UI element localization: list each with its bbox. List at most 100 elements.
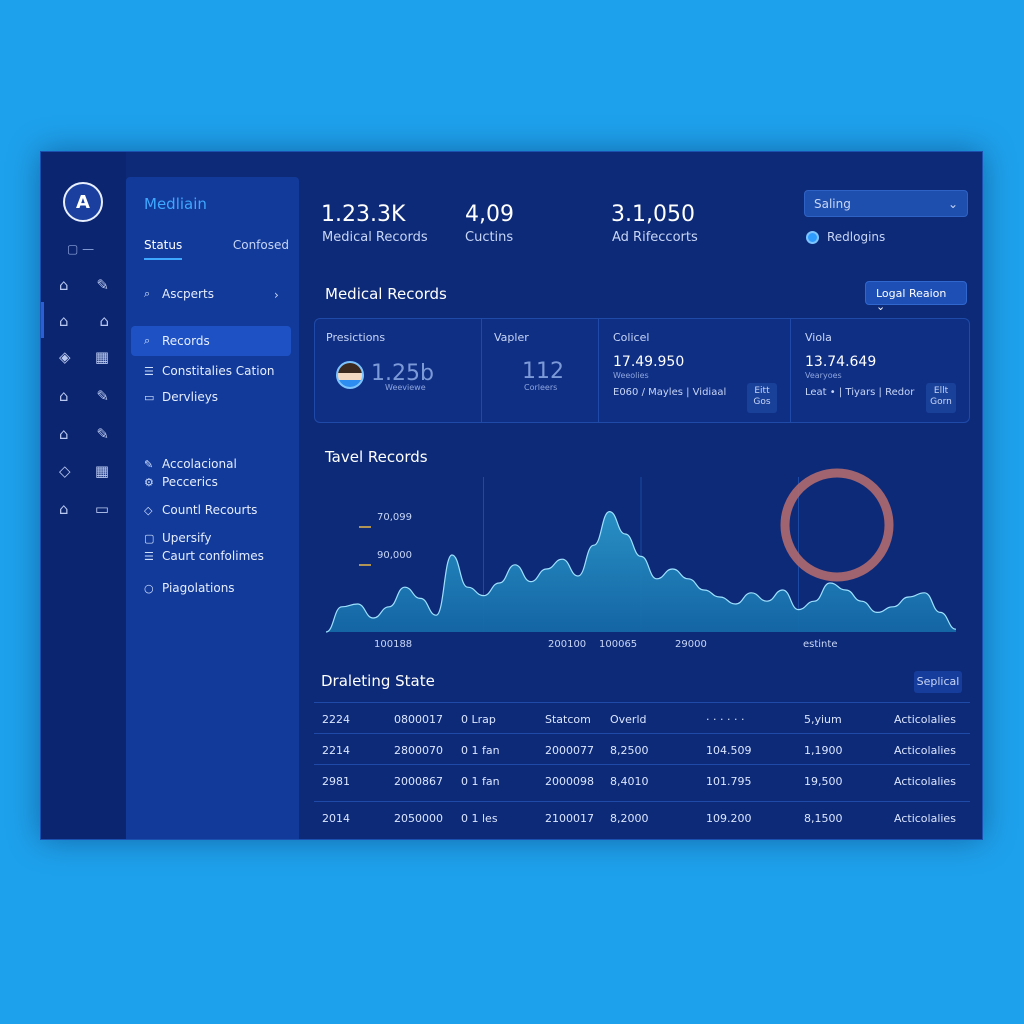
table-row[interactable]: 2014 2050000 0 1 les 2100017 8,2000 109.200 8,… (314, 801, 970, 832)
sidebar-item-label: Peccerics (162, 475, 218, 489)
dashboard-window: A ▢ — ⌂ ✎ ⌂ ⌂ ◈ ▦ ⌂ ✎ ⌂ ✎ ◇ ▦ ⌂ ▭ Medliain Stat… (40, 151, 983, 840)
edit-icon[interactable]: ✎ (96, 276, 109, 294)
table-cell: 101.795 (706, 775, 752, 788)
sidebar-item-piagolations[interactable]: ○ Piagolations (144, 581, 235, 595)
shield-icon[interactable]: ◇ (59, 462, 71, 480)
table-cell: Overld (610, 713, 647, 726)
edit-icon[interactable]: ✎ (96, 387, 109, 405)
sidebar-item-label: Ascperts (162, 287, 214, 301)
radio-button[interactable] (806, 231, 819, 244)
stat-label: Medical Records (322, 230, 428, 245)
card-icon: ▭ (144, 390, 155, 404)
avatar (336, 361, 364, 389)
table-cell: Acticolalies (894, 744, 956, 757)
stat-value: 4,09 (465, 202, 514, 227)
edit-icon[interactable]: ✎ (96, 425, 109, 443)
table-cell: 2800070 (394, 744, 443, 757)
y-tick-label: 70,099 (377, 512, 412, 523)
card-presictions: Presictions 1.25b Weeviewe (315, 319, 482, 422)
chevron-down-icon: ⌄ (947, 197, 958, 211)
table-row[interactable]: 2214 2800070 0 1 fan 2000077 8,2500 104.509 1,… (314, 733, 970, 764)
home-icon[interactable]: ⌂ (59, 312, 69, 330)
home-icon[interactable]: ⌂ (59, 276, 69, 294)
table-section-title: Draleting State (321, 672, 435, 690)
card-edit-button[interactable]: Eitt Gos (747, 383, 777, 413)
sidebar-item-dervlieys[interactable]: ▭ Dervlieys (144, 390, 218, 404)
area-series-line (325, 510, 957, 633)
table-cell: 8,2000 (610, 812, 649, 825)
card-title: Presictions (326, 331, 386, 344)
region-dropdown-button[interactable]: Logal Reaion ⌄ (865, 281, 967, 313)
table-action-button[interactable]: Seplical (914, 671, 962, 693)
filter-select[interactable]: Saling ⌄ (804, 190, 968, 217)
sidebar-item-upersify[interactable]: ▢ Upersify (144, 531, 211, 545)
home-icon[interactable]: ⌂ (59, 500, 69, 518)
x-tick-label: estinte (803, 639, 838, 650)
table-cell: 2000098 (545, 775, 594, 788)
chart-section-title: Tavel Records (325, 448, 428, 466)
tab-status[interactable]: Status (144, 238, 183, 260)
table-cell: 0 Lrap (461, 713, 496, 726)
rail-row: ⌂ ⌂ (59, 312, 109, 330)
table-cell: 2224 (322, 713, 350, 726)
rail-row: ⌂ ✎ (59, 276, 109, 294)
table-cell: 2014 (322, 812, 350, 825)
stat-label: Cuctins (465, 230, 514, 245)
sidebar-item-label: Caurt confolimes (162, 549, 264, 563)
sidebar-item-constitalies[interactable]: ☰ Constitalies Cation (144, 364, 275, 378)
sidebar-item-caurt-confolimes[interactable]: ☰ Caurt confolimes (144, 549, 264, 563)
sidebar-item-label: Countl Recourts (162, 503, 258, 517)
rail-row: ⌂ ✎ (59, 387, 109, 405)
logo[interactable]: A (63, 182, 103, 222)
sidebar-item-countl-recourts[interactable]: ◇ Countl Recourts (144, 503, 257, 517)
chevron-right-icon[interactable]: › (274, 288, 279, 302)
rail-row: ◇ ▦ (59, 462, 109, 480)
gear-icon: ⚙ (144, 475, 154, 489)
card-row: E060 / Mayles | Vidiaal (613, 387, 727, 398)
sidebar-item-label: Upersify (162, 531, 212, 545)
table-cell: Acticolalies (894, 812, 956, 825)
sidebar-item-ascperts[interactable]: ⌕ Ascperts (144, 287, 214, 301)
table-cell: 8,4010 (610, 775, 649, 788)
table-cell: 2100017 (545, 812, 594, 825)
card-title: Viola (805, 331, 832, 344)
donut-ring (780, 468, 894, 582)
table-cell: 0 1 fan (461, 775, 500, 788)
table-cell: Statcom (545, 713, 591, 726)
list-icon: ☰ (144, 364, 154, 378)
card-sub: Weeolies (613, 371, 649, 380)
x-tick-label: 100065 (599, 639, 638, 650)
sidebar-item-peccerics[interactable]: ⚙ Peccerics (144, 475, 218, 489)
card-big-value: 112 (522, 359, 564, 384)
table-cell: 8,1500 (804, 812, 843, 825)
table-cell: 2214 (322, 744, 350, 757)
sidebar-active-highlight (131, 326, 291, 356)
home-icon[interactable]: ⌂ (59, 425, 69, 443)
card-sub: Vearyoes (805, 371, 842, 380)
card-viola: Viola 13.74.649 Vearyoes Leat • | Tiyars… (791, 319, 971, 422)
table-row[interactable]: 2981 2000867 0 1 fan 2000098 8,4010 101.795 19… (314, 764, 970, 795)
home-icon[interactable]: ⌂ (99, 312, 109, 330)
table-cell: 8,2500 (610, 744, 649, 757)
logo-mark: A (76, 191, 90, 213)
folder-icon[interactable]: ▭ (94, 500, 109, 518)
table-cell: 109.200 (706, 812, 752, 825)
tab-confosed[interactable]: Confosed (232, 238, 289, 252)
table-cell: 0 1 fan (461, 744, 500, 757)
search-icon: ⌕ (144, 334, 151, 347)
stat-label: Ad Rifeccorts (612, 230, 698, 245)
card-edit-button[interactable]: Ellt Gorn (926, 383, 956, 413)
table-cell: 0800017 (394, 713, 443, 726)
records-section-title: Medical Records (325, 285, 447, 303)
x-tick-label: 100188 (374, 639, 413, 650)
summary-cards: Presictions 1.25b Weeviewe Vapler 112 Co… (314, 318, 970, 423)
grid-icon[interactable]: ◈ (59, 348, 71, 366)
sidebar-item-records[interactable]: ⌕ Records (144, 334, 210, 348)
sidebar-item-accolacional[interactable]: ✎ Accolacional (144, 457, 237, 471)
grid-icon[interactable]: ▦ (94, 348, 109, 366)
grid-icon[interactable]: ▦ (94, 462, 109, 480)
home-icon[interactable]: ⌂ (59, 387, 69, 405)
table-row[interactable]: 2224 0800017 0 Lrap Statcom Overld · · · · · … (314, 702, 970, 733)
table-cell: 0 1 les (461, 812, 498, 825)
edit-icon: ✎ (144, 457, 154, 471)
